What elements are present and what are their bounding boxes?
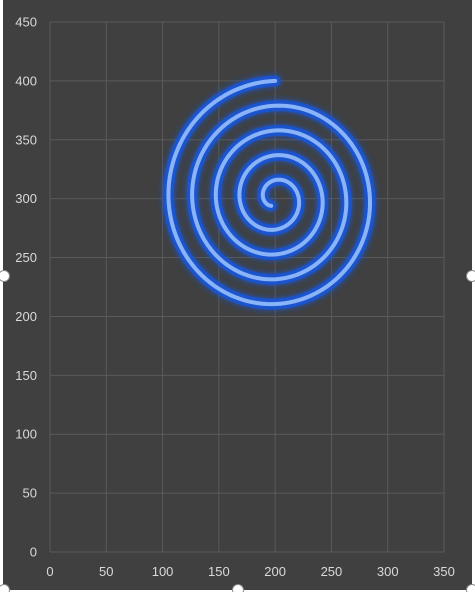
plot-area — [162, 75, 376, 310]
y-tick-label: 250 — [15, 250, 37, 265]
resize-handle-left[interactable] — [0, 270, 10, 282]
x-tick-label: 300 — [377, 564, 399, 579]
x-tick-label: 350 — [433, 564, 455, 579]
selection-handles — [0, 270, 475, 592]
tick-labels: 0 50 100 150 200 250 300 350 400 450 0 50 100 150 200 2… — [15, 15, 455, 580]
x-tick-label: 100 — [152, 564, 174, 579]
x-tick-label: 200 — [264, 564, 286, 579]
y-tick-label: 400 — [15, 73, 37, 88]
spiral-series-line[interactable] — [166, 78, 373, 307]
x-tick-label: 0 — [46, 564, 53, 579]
y-tick-label: 350 — [15, 132, 37, 147]
resize-handle-right[interactable] — [466, 270, 475, 282]
y-tick-label: 0 — [30, 545, 37, 560]
y-tick-label: 300 — [15, 191, 37, 206]
y-tick-label: 50 — [23, 486, 37, 501]
y-tick-label: 200 — [15, 309, 37, 324]
x-tick-label: 150 — [208, 564, 230, 579]
y-tick-label: 100 — [15, 427, 37, 442]
resize-handle-bottom-left[interactable] — [0, 584, 10, 592]
y-tick-label: 150 — [15, 368, 37, 383]
x-tick-label: 250 — [321, 564, 343, 579]
y-tick-label: 450 — [15, 15, 37, 30]
x-tick-label: 50 — [99, 564, 113, 579]
resize-handle-bottom-right[interactable] — [466, 584, 475, 592]
resize-handle-bottom[interactable] — [232, 584, 244, 592]
gridlines — [49, 21, 445, 553]
